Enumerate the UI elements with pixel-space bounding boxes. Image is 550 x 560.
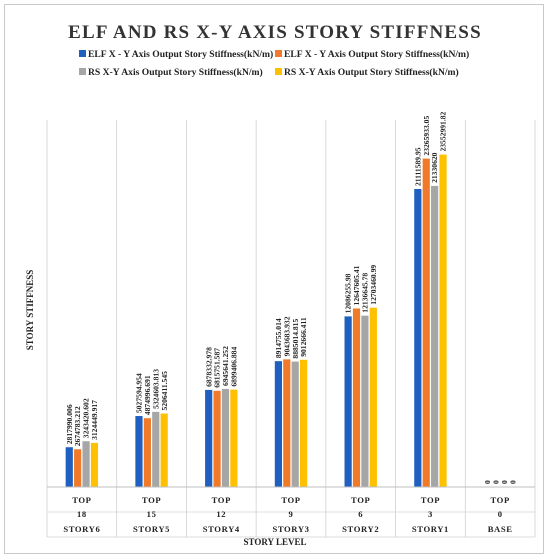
tick-label-level: TOP [142, 495, 161, 505]
bar-s1-story3 [274, 361, 282, 487]
bar-s2-story1 [422, 158, 430, 487]
tick-label-story: STORY5 [133, 524, 170, 534]
tick-label-number: 12 [216, 509, 226, 519]
data-label-s2-story1: 23265933.05 [422, 116, 431, 156]
data-label-s3-story1: 21330620 [430, 152, 439, 183]
y-axis-title: STORY STIFFNESS [25, 270, 35, 350]
legend-swatch-2 [275, 50, 282, 57]
data-label-s1-base: 0 [483, 480, 492, 484]
tick-label-story: STORY4 [203, 524, 240, 534]
tick-label-number: 3 [428, 509, 433, 519]
legend-swatch-4 [275, 68, 282, 75]
legend-label-2: ELF X - Y Axis Output Story Stiffness(kN… [284, 49, 469, 60]
data-label-s4-story5: 5206411.545 [160, 371, 169, 411]
bar-s2-story3 [283, 359, 291, 487]
bar-s1-story5 [135, 416, 143, 487]
tick-label-number: 0 [498, 509, 503, 519]
data-label-s4-story6: 3124449.917 [90, 400, 99, 440]
data-label-s1-story5: 5027594.954 [135, 373, 144, 413]
bar-s3-story1 [431, 185, 439, 487]
tick-label-story: STORY1 [412, 524, 449, 534]
data-label-s2-story6: 2674783.212 [73, 406, 82, 446]
data-label-s1-story1: 21111589.95 [413, 147, 422, 186]
tick-label-number: 6 [358, 509, 363, 519]
bar-s4-story1 [439, 154, 447, 487]
tick-label-level: TOP [490, 495, 509, 505]
data-label-s2-story4: 6815751.587 [213, 348, 222, 388]
bar-s2-story5 [143, 418, 151, 487]
bar-s1-story6 [65, 447, 73, 487]
data-label-s4-story4: 6899406.884 [229, 347, 238, 387]
story-stiffness-chart: ELF AND RS X-Y AXIS STORY STIFFNESS ELF … [25, 22, 536, 547]
bar-s2-story2 [352, 308, 361, 487]
tick-label-level: TOP [72, 495, 91, 505]
tick-label-number: 15 [147, 509, 157, 519]
data-label-s3-story4: 6945641.252 [221, 346, 230, 386]
data-label-s1-story6: 2817990.006 [65, 404, 74, 444]
x-axis: TOP 18 STORY6 TOP 15 STORY5 TOP 12 STORY4 TOP 9 STO… [46, 120, 536, 538]
data-label-s2-story2: 12647605.41 [352, 265, 361, 305]
bar-s4-story6 [90, 442, 99, 487]
bar-s1-story2 [344, 316, 352, 487]
bar-s3-story4 [221, 388, 230, 487]
data-label-s4-story2: 12703460.99 [369, 265, 378, 305]
bar-s4-story4 [230, 389, 238, 487]
data-label-s3-story3: 8885014.815 [291, 319, 300, 359]
legend-label-1: ELF X - Y Axis Output Story Stiffness(kN… [88, 49, 273, 60]
bar-s2-story6 [74, 449, 82, 487]
data-label-s1-story4: 6878332.978 [204, 347, 213, 387]
data-label-s3-story2: 12136645.78 [361, 273, 370, 313]
tick-label-number: 18 [77, 509, 87, 519]
bar-s3-story5 [152, 411, 160, 487]
data-label-s3-base: 0 [500, 480, 509, 484]
data-label-s1-story3: 8914755.014 [274, 318, 283, 358]
legend-swatch-3 [79, 68, 86, 75]
tick-label-story: STORY6 [63, 524, 100, 534]
data-label-s2-story5: 4874996.691 [143, 375, 152, 415]
bar-s1-story1 [414, 189, 422, 488]
chart-legend: ELF X - Y Axis Output Story Stiffness(kN… [79, 49, 469, 78]
tick-label-level: TOP [281, 495, 300, 505]
data-label-s3-story5: 5324603.813 [151, 369, 160, 409]
tick-label-level: TOP [212, 495, 231, 505]
legend-label-3: RS X-Y Axis Output Story Stiffness(kN/m) [88, 67, 263, 78]
data-label-s4-story1: 23552991.82 [439, 111, 448, 151]
chart-frame: ELF AND RS X-Y AXIS STORY STIFFNESS ELF … [4, 4, 544, 554]
tick-label-story: STORY2 [342, 524, 379, 534]
legend-swatch-1 [79, 50, 86, 57]
tick-label-level: TOP [351, 495, 370, 505]
tick-label-level: TOP [421, 495, 440, 505]
bar-s2-story4 [213, 390, 221, 487]
chart-title: ELF AND RS X-Y AXIS STORY STIFFNESS [68, 22, 482, 43]
tick-label-story: STORY3 [272, 524, 309, 534]
data-label-s1-story2: 12086255.98 [344, 273, 353, 313]
data-label-s2-base: 0 [492, 480, 501, 484]
bar-s3-story3 [291, 361, 299, 487]
bar-s4-story5 [160, 413, 168, 487]
bar-s3-story2 [361, 315, 369, 487]
data-label-s2-story3: 9043683.932 [282, 316, 291, 356]
x-axis-title: STORY LEVEL [244, 537, 307, 547]
bar-s1-story4 [205, 389, 213, 487]
data-label-s3-story6: 3243420.602 [82, 398, 91, 438]
data-label-s4-base: 0 [508, 480, 517, 484]
bar-s3-story6 [82, 441, 90, 487]
tick-label-story: BASE [488, 524, 513, 534]
tick-label-number: 9 [289, 509, 294, 519]
plot-area: 2817990.006 2674783.212 3243420.602 3124449… [65, 111, 517, 488]
bar-s4-story2 [369, 307, 377, 487]
legend-label-4: RS X-Y Axis Output Story Stiffness(kN/m) [284, 67, 459, 78]
bar-s4-story3 [300, 359, 308, 487]
data-label-s4-story3: 9012666.411 [299, 317, 308, 357]
